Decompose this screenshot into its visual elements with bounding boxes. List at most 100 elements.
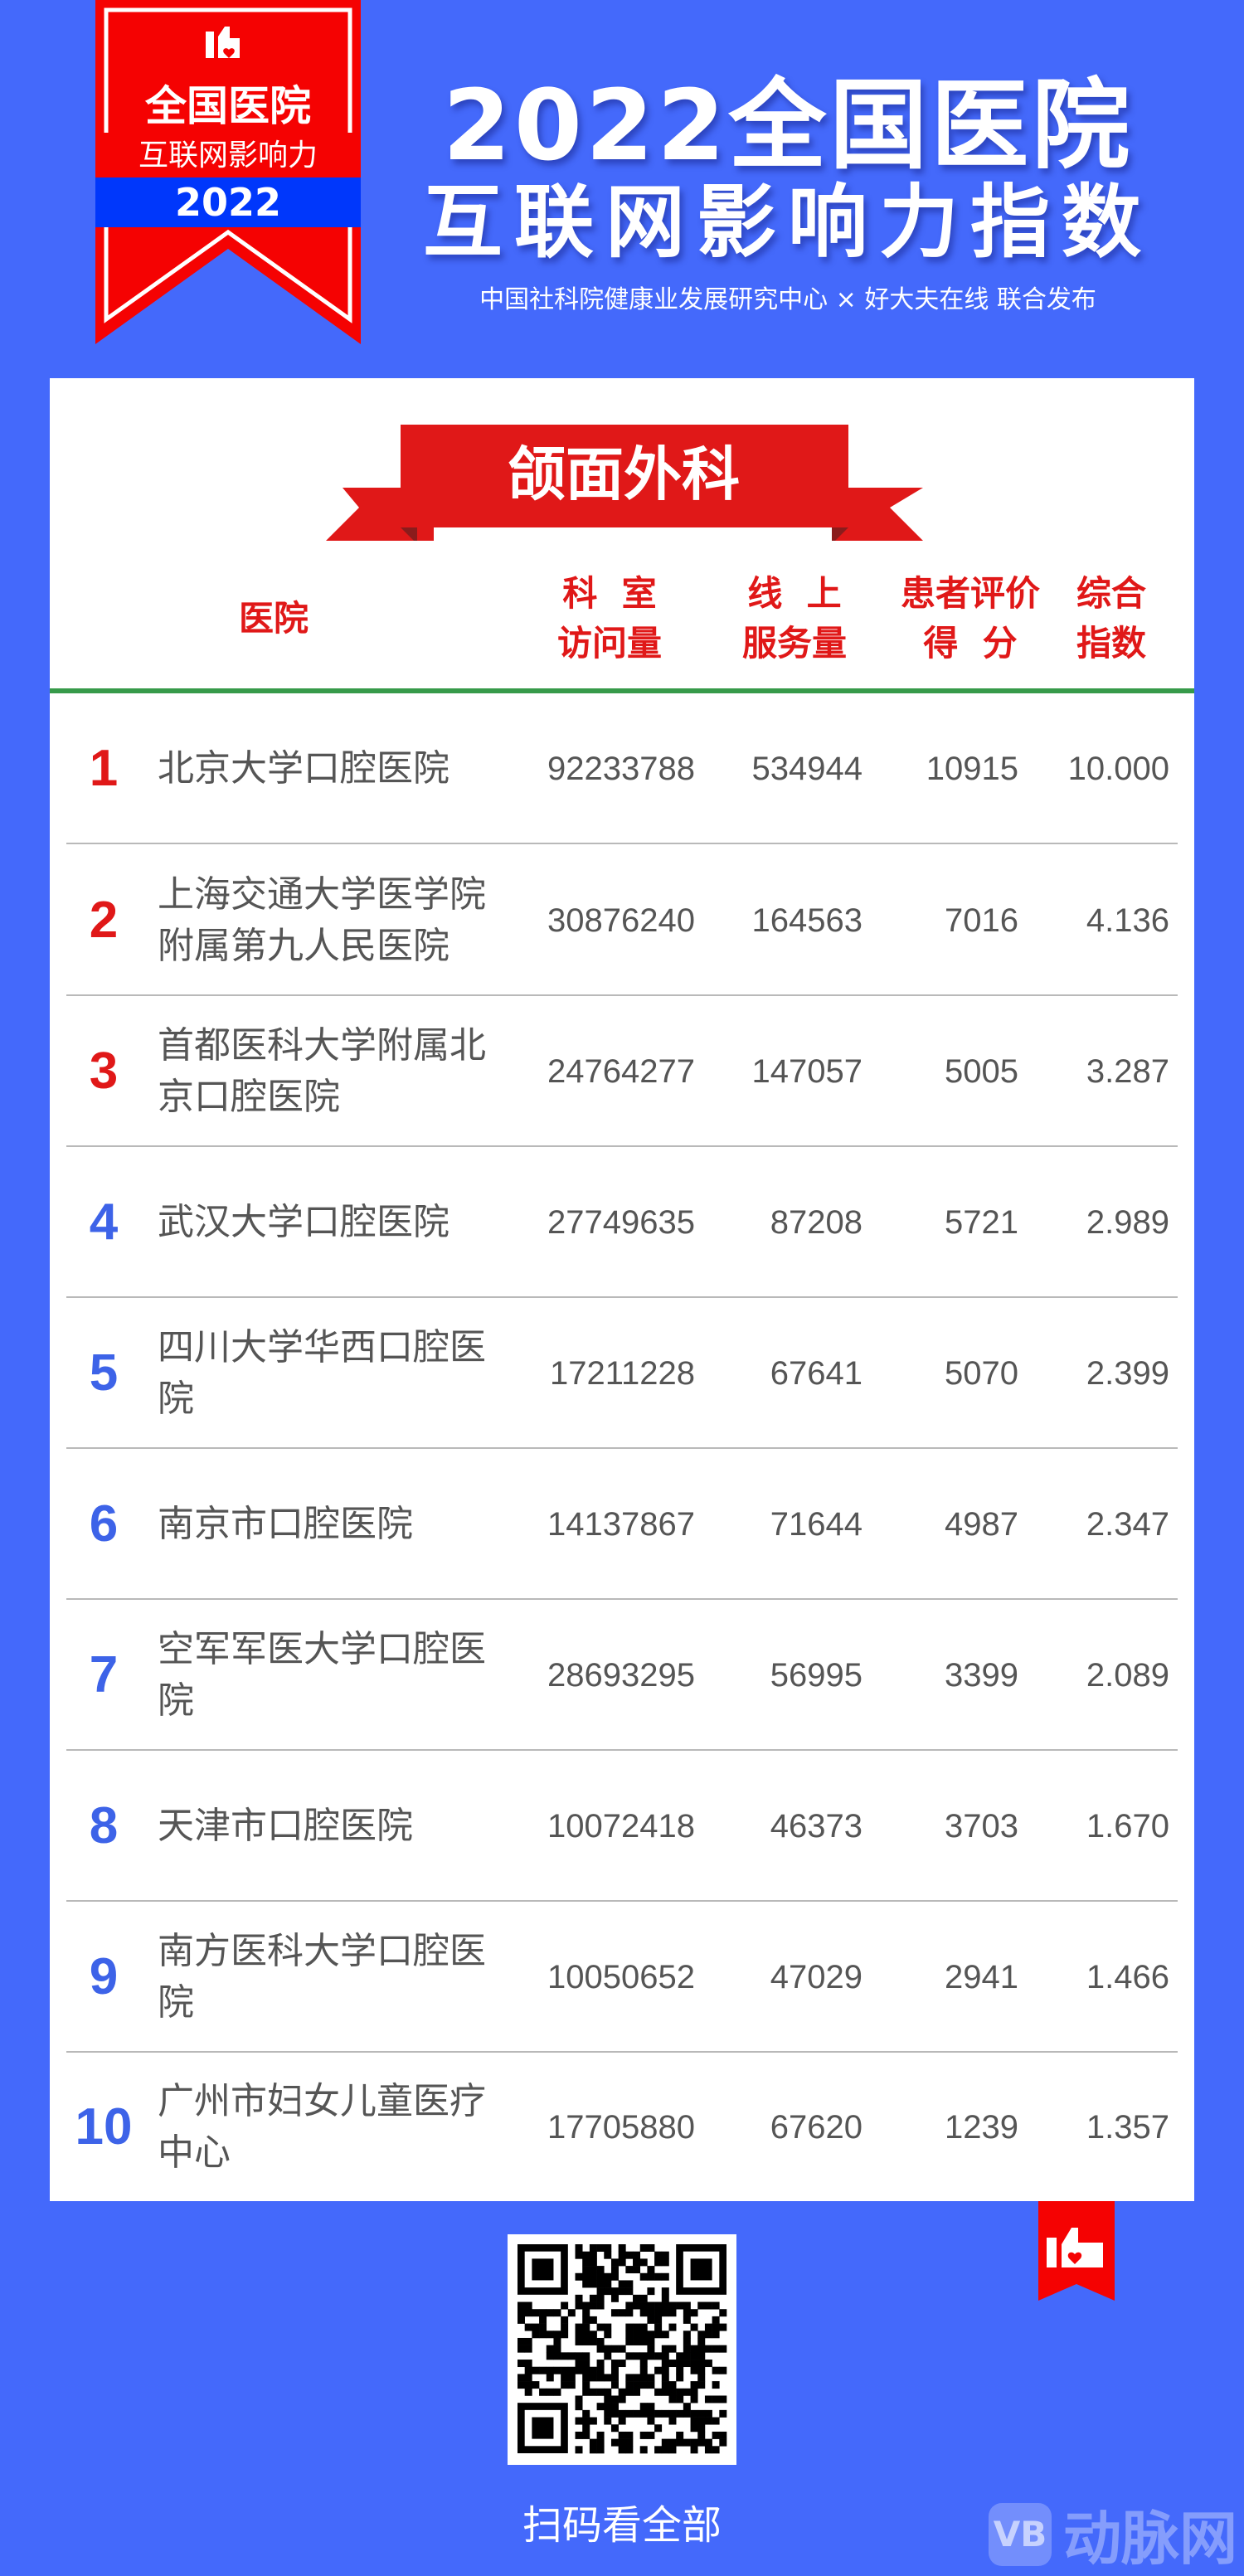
rating-value: 5005 (945, 1053, 1018, 1090)
services-value: 534944 (751, 751, 863, 787)
table-row: 1 北京大学口腔医院 92233788 534944 10915 10.000 (50, 693, 1194, 844)
services-value: 164563 (751, 902, 863, 939)
services-value: 71644 (770, 1506, 863, 1543)
visits-value: 17211228 (550, 1355, 695, 1392)
table-row: 5 四川大学华西口腔医院 17211228 67641 5070 2.399 (50, 1298, 1194, 1449)
services-value: 56995 (770, 1657, 863, 1694)
visits-value: 24764277 (547, 1053, 695, 1090)
table-row: 7 空军军医大学口腔医院 28693295 56995 3399 2.089 (50, 1600, 1194, 1751)
row-divider (66, 1598, 1178, 1600)
hospital-name: 四川大学华西口腔医院 (158, 1326, 486, 1420)
index-value: 1.466 (1086, 1959, 1169, 1995)
thumbs-up-heart-icon (206, 27, 240, 58)
column-header-hospital: 医院 (238, 598, 309, 639)
rating-value: 3399 (945, 1657, 1018, 1694)
table-row: 6 南京市口腔医院 14137867 71644 4987 2.347 (50, 1449, 1194, 1600)
index-value: 2.399 (1086, 1355, 1169, 1392)
rank-number: 6 (89, 1495, 119, 1553)
hospital-name: 南京市口腔医院 (158, 1503, 413, 1545)
rank-number: 8 (89, 1797, 119, 1854)
watermark-text: 动脉网 (1063, 2505, 1237, 2573)
row-divider (66, 1900, 1178, 1902)
watermark: VB 动脉网 (989, 2492, 1237, 2576)
table-row: 10 广州市妇女儿童医疗中心 17705880 67620 1239 1.357 (50, 2052, 1194, 2203)
rank-number: 10 (75, 2098, 133, 2156)
hospital-name: 北京大学口腔医院 (158, 747, 449, 790)
table-row: 4 武汉大学口腔医院 27749635 87208 5721 2.989 (50, 1147, 1194, 1298)
rating-value: 1239 (945, 2109, 1018, 2146)
visits-value: 10050652 (547, 1959, 695, 1995)
rating-value: 7016 (945, 902, 1018, 939)
ranking-card: 颌面外科 医院 科 室 访问量 线 上 服务量 患者评价 得 分 综合 指数 1… (50, 378, 1194, 2201)
hospital-name: 首都医科大学附属北京口腔医院 (158, 1024, 486, 1118)
index-value: 2.089 (1086, 1657, 1169, 1694)
hospital-name: 南方医科大学口腔医院 (158, 1930, 486, 2024)
header-divider (50, 688, 1194, 693)
index-value: 1.357 (1086, 2109, 1169, 2146)
rating-value: 10915 (926, 751, 1018, 787)
services-value: 67641 (770, 1355, 863, 1392)
services-value: 87208 (770, 1204, 863, 1241)
publisher-subtitle: 中国社科院健康业发展研究中心 × 好大夫在线 联合发布 (479, 285, 1096, 314)
row-divider (66, 994, 1178, 996)
table-row: 2 上海交通大学医学院附属第九人民医院 30876240 164563 7016 4.13… (50, 845, 1194, 996)
index-value: 4.136 (1086, 902, 1169, 939)
rank-number: 1 (89, 740, 119, 797)
index-value: 1.670 (1086, 1808, 1169, 1845)
badge-subtitle: 互联网影响力 (138, 139, 318, 173)
row-divider (66, 1145, 1178, 1147)
category-title: 颌面外科 (508, 440, 740, 508)
rank-number: 2 (89, 892, 119, 949)
rank-number: 3 (89, 1043, 119, 1100)
index-value: 2.989 (1086, 1204, 1169, 1241)
category-banner (326, 425, 923, 541)
rank-number: 4 (89, 1193, 119, 1251)
visits-value: 92233788 (547, 751, 695, 787)
rating-value: 2941 (945, 1959, 1018, 1995)
visits-value: 28693295 (547, 1657, 695, 1694)
badge-title: 全国医院 (145, 82, 311, 130)
page-title: 2022全国医院 (442, 68, 1134, 182)
index-value: 10.000 (1067, 751, 1169, 787)
visits-value: 14137867 (547, 1506, 695, 1543)
column-header-visits: 科 室 访问量 (556, 573, 662, 663)
page-title-line2: 互联网影响力指数 (423, 176, 1153, 269)
hospital-name: 广州市妇女儿童医疗中心 (158, 2080, 486, 2174)
visits-value: 30876240 (547, 902, 695, 939)
row-divider (66, 1749, 1178, 1751)
rating-value: 3703 (945, 1808, 1018, 1845)
rank-number: 9 (89, 1948, 119, 2005)
rating-value: 5070 (945, 1355, 1018, 1392)
badge-year: 2022 (174, 180, 282, 225)
row-divider (66, 1447, 1178, 1449)
column-header-rating: 患者评价 得 分 (900, 573, 1040, 663)
hospital-name: 天津市口腔医院 (158, 1805, 413, 1847)
rank-number: 7 (89, 1646, 119, 1704)
row-divider (66, 843, 1178, 844)
hospital-name: 上海交通大学医学院附属第九人民医院 (158, 873, 486, 967)
watermark-logo: VB (989, 2502, 1052, 2566)
table-row: 9 南方医科大学口腔医院 10050652 47029 2941 1.466 (50, 1902, 1194, 2053)
services-value: 67620 (770, 2109, 863, 2146)
visits-value: 10072418 (547, 1808, 695, 1845)
bookmark-thumbs-up-icon (1038, 2201, 1115, 2301)
services-value: 147057 (751, 1053, 863, 1090)
row-divider (66, 1296, 1178, 1298)
index-value: 3.287 (1086, 1053, 1169, 1090)
rating-value: 4987 (945, 1506, 1018, 1543)
ribbon-badge: 全国医院 互联网影响力 2022 (95, 0, 361, 344)
visits-value: 27749635 (547, 1204, 695, 1241)
rating-value: 5721 (945, 1204, 1018, 1241)
index-value: 2.347 (1086, 1506, 1169, 1543)
scan-to-view-all: 扫码看全部 (522, 2502, 722, 2549)
services-value: 47029 (770, 1959, 863, 1995)
hospital-name: 武汉大学口腔医院 (158, 1201, 449, 1243)
table-row: 8 天津市口腔医院 10072418 46373 3703 1.670 (50, 1751, 1194, 1902)
column-header-index: 综合 指数 (1076, 573, 1146, 663)
column-header-services: 线 上 服务量 (741, 573, 847, 663)
row-divider (66, 2051, 1178, 2053)
hospital-name: 空军军医大学口腔医院 (158, 1628, 486, 1722)
rank-number: 5 (89, 1344, 119, 1402)
visits-value: 17705880 (547, 2109, 695, 2146)
qr-code-icon[interactable] (508, 2234, 736, 2465)
